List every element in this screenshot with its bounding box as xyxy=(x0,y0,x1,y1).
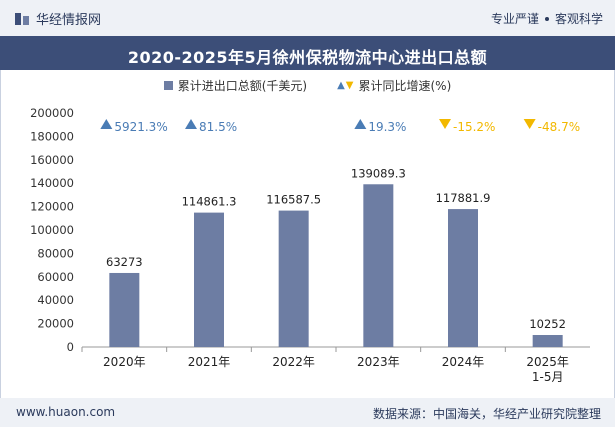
y-tick-label: 0 xyxy=(67,340,74,354)
footer-bar xyxy=(0,398,615,427)
tagline: 专业严谨 客观科学 xyxy=(491,10,603,27)
x-tick-label: 1-5月 xyxy=(532,370,564,384)
y-tick-label: 180000 xyxy=(30,129,74,143)
y-tick-label: 20000 xyxy=(37,317,74,331)
bar xyxy=(109,272,140,347)
legend-bar-swatch-icon xyxy=(163,81,173,90)
growth-value-label: 5921.3% xyxy=(114,120,167,134)
x-tick-label: 2023年 xyxy=(357,355,400,369)
legend-up-triangle-icon: ▲ xyxy=(337,80,345,91)
x-tick-label: 2020年 xyxy=(103,355,146,369)
bar xyxy=(448,209,478,347)
legend-bar-label: 累计进出口总额(千美元) xyxy=(177,79,308,93)
legend-item-bars[interactable]: 累计进出口总额(千美元) xyxy=(163,77,308,94)
y-tick-label: 80000 xyxy=(37,246,74,260)
bar-value-label: 139089.3 xyxy=(351,166,406,180)
bar xyxy=(363,184,394,347)
bar xyxy=(194,212,224,347)
growth-value-label: -48.7% xyxy=(538,120,580,134)
title-bar xyxy=(0,36,615,70)
growth-value-label: -15.2% xyxy=(453,120,495,134)
bar-value-label: 10252 xyxy=(529,317,566,331)
bar-value-label: 117881.9 xyxy=(436,191,491,205)
bar-value-label: 114861.3 xyxy=(182,195,237,209)
growth-down-marker xyxy=(439,119,451,129)
y-tick-label: 120000 xyxy=(30,200,74,214)
brand-name: 华经情报网 xyxy=(36,13,102,28)
x-tick-label: 2025年 xyxy=(526,355,569,369)
growth-up-marker xyxy=(185,119,197,129)
growth-value-label: 81.5% xyxy=(199,120,237,134)
bar xyxy=(278,210,309,347)
y-tick-label: 160000 xyxy=(30,153,74,167)
growth-value-label: 19.3% xyxy=(368,120,406,134)
brand[interactable]: 华经情报网 xyxy=(14,9,101,28)
growth-up-marker xyxy=(354,119,367,129)
tagline-item-2: 客观科学 xyxy=(554,12,603,26)
legend: 累计进出口总额(千美元) ▲ ▼ 累计同比增速(%) xyxy=(0,77,615,94)
y-tick-label: 140000 xyxy=(30,176,74,190)
chart-title: 2020-2025年5月徐州保税物流中心进出口总额 xyxy=(127,48,488,67)
footer-website[interactable]: www.huaon.com xyxy=(16,405,116,419)
x-tick-label: 2022年 xyxy=(272,355,315,369)
legend-item-growth[interactable]: ▲ ▼ 累计同比增速(%) xyxy=(337,77,451,94)
top-bar: 华经情报网 专业严谨 客观科学 xyxy=(0,0,615,36)
y-tick-label: 100000 xyxy=(30,223,74,237)
y-tick-label: 200000 xyxy=(30,106,74,120)
growth-up-marker xyxy=(100,119,113,129)
footer-source: 数据来源：中国海关，华经产业研究院整理 xyxy=(372,407,601,421)
x-tick-label: 2021年 xyxy=(188,355,231,369)
brand-logo-icon xyxy=(14,11,30,27)
x-tick-label: 2024年 xyxy=(442,355,485,369)
y-tick-label: 40000 xyxy=(37,293,74,307)
legend-down-triangle-icon: ▼ xyxy=(345,80,354,91)
bar-value-label: 116587.5 xyxy=(266,193,321,207)
separator-dot-icon xyxy=(544,16,549,21)
bar-value-label: 63273 xyxy=(106,255,143,269)
legend-growth-label: 累计同比增速(%) xyxy=(358,79,452,93)
tagline-item-1: 专业严谨 xyxy=(490,12,539,26)
y-tick-label: 60000 xyxy=(37,270,74,284)
growth-down-marker xyxy=(523,119,536,129)
bar xyxy=(532,335,563,347)
